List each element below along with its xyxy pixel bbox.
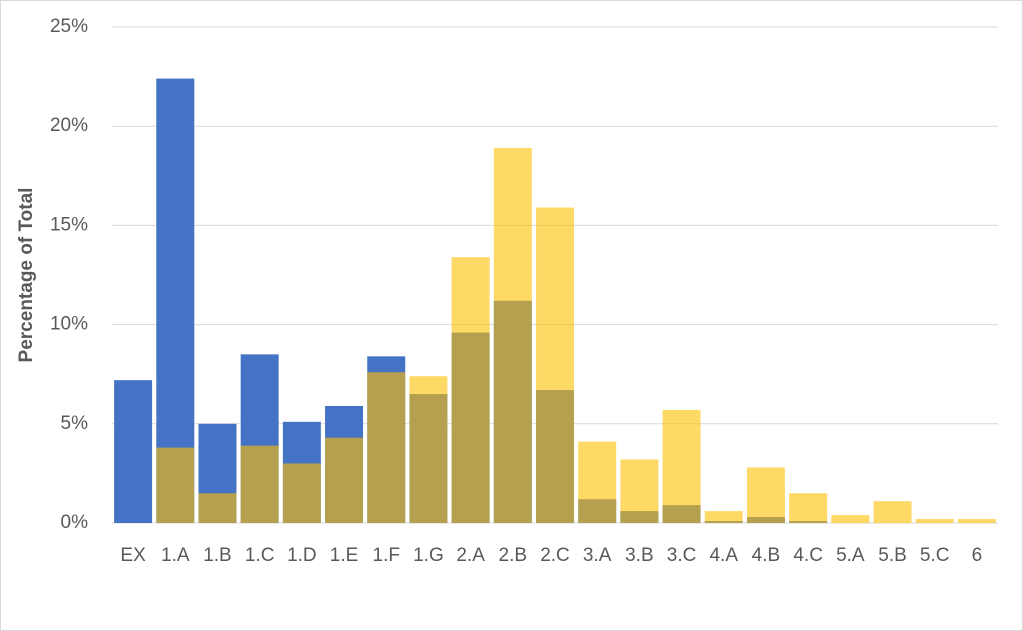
x-tick-label: 2.B <box>499 545 528 566</box>
y-tick-label: 25% <box>50 16 88 37</box>
x-tick-label: 1.D <box>287 545 317 566</box>
bar <box>156 447 195 523</box>
y-tick-label: 15% <box>50 214 88 235</box>
bar <box>325 437 364 523</box>
y-tick-label: 5% <box>61 413 89 434</box>
x-tick-label: 5.A <box>836 545 865 566</box>
bar <box>915 519 954 523</box>
x-tick-label: 1.F <box>373 545 400 566</box>
bar <box>451 257 490 523</box>
bar <box>662 409 701 523</box>
bar <box>282 463 321 523</box>
x-tick-label: 3.B <box>625 545 654 566</box>
x-tick-label: 1.B <box>203 545 232 566</box>
bar <box>746 467 785 523</box>
bar <box>831 515 870 523</box>
x-tick-label: 4.A <box>709 545 738 566</box>
bar <box>620 459 659 523</box>
bar <box>493 148 532 524</box>
bar <box>114 380 153 523</box>
bar <box>704 511 743 523</box>
x-tick-label: 4.C <box>793 545 823 566</box>
y-axis-label: Percentage of Total <box>16 188 37 363</box>
bar <box>578 441 617 523</box>
x-tick-label: 5.C <box>920 545 950 566</box>
y-tick-label: 20% <box>50 115 88 136</box>
x-tick-label: 2.A <box>456 545 485 566</box>
x-tick-label: 4.B <box>752 545 781 566</box>
bar <box>409 376 448 523</box>
x-tick-label: EX <box>120 545 146 566</box>
bar <box>367 372 406 523</box>
y-tick-label: 10% <box>50 314 88 335</box>
bar <box>536 207 574 523</box>
x-tick-label: 2.C <box>540 545 570 566</box>
x-tick-label: 6 <box>972 545 983 566</box>
bar <box>789 493 828 523</box>
x-tick-label: 5.B <box>878 545 907 566</box>
bar <box>873 501 912 523</box>
x-tick-label: 1.A <box>161 545 190 566</box>
x-tick-label: 1.C <box>245 545 275 566</box>
x-tick-label: 1.E <box>330 545 359 566</box>
x-tick-label: 1.G <box>413 545 444 566</box>
x-tick-label: 3.A <box>583 545 612 566</box>
bar <box>957 519 996 523</box>
y-tick-label: 0% <box>61 512 89 533</box>
x-tick-label: 3.C <box>667 545 697 566</box>
bar <box>198 493 237 523</box>
bar <box>240 445 279 523</box>
